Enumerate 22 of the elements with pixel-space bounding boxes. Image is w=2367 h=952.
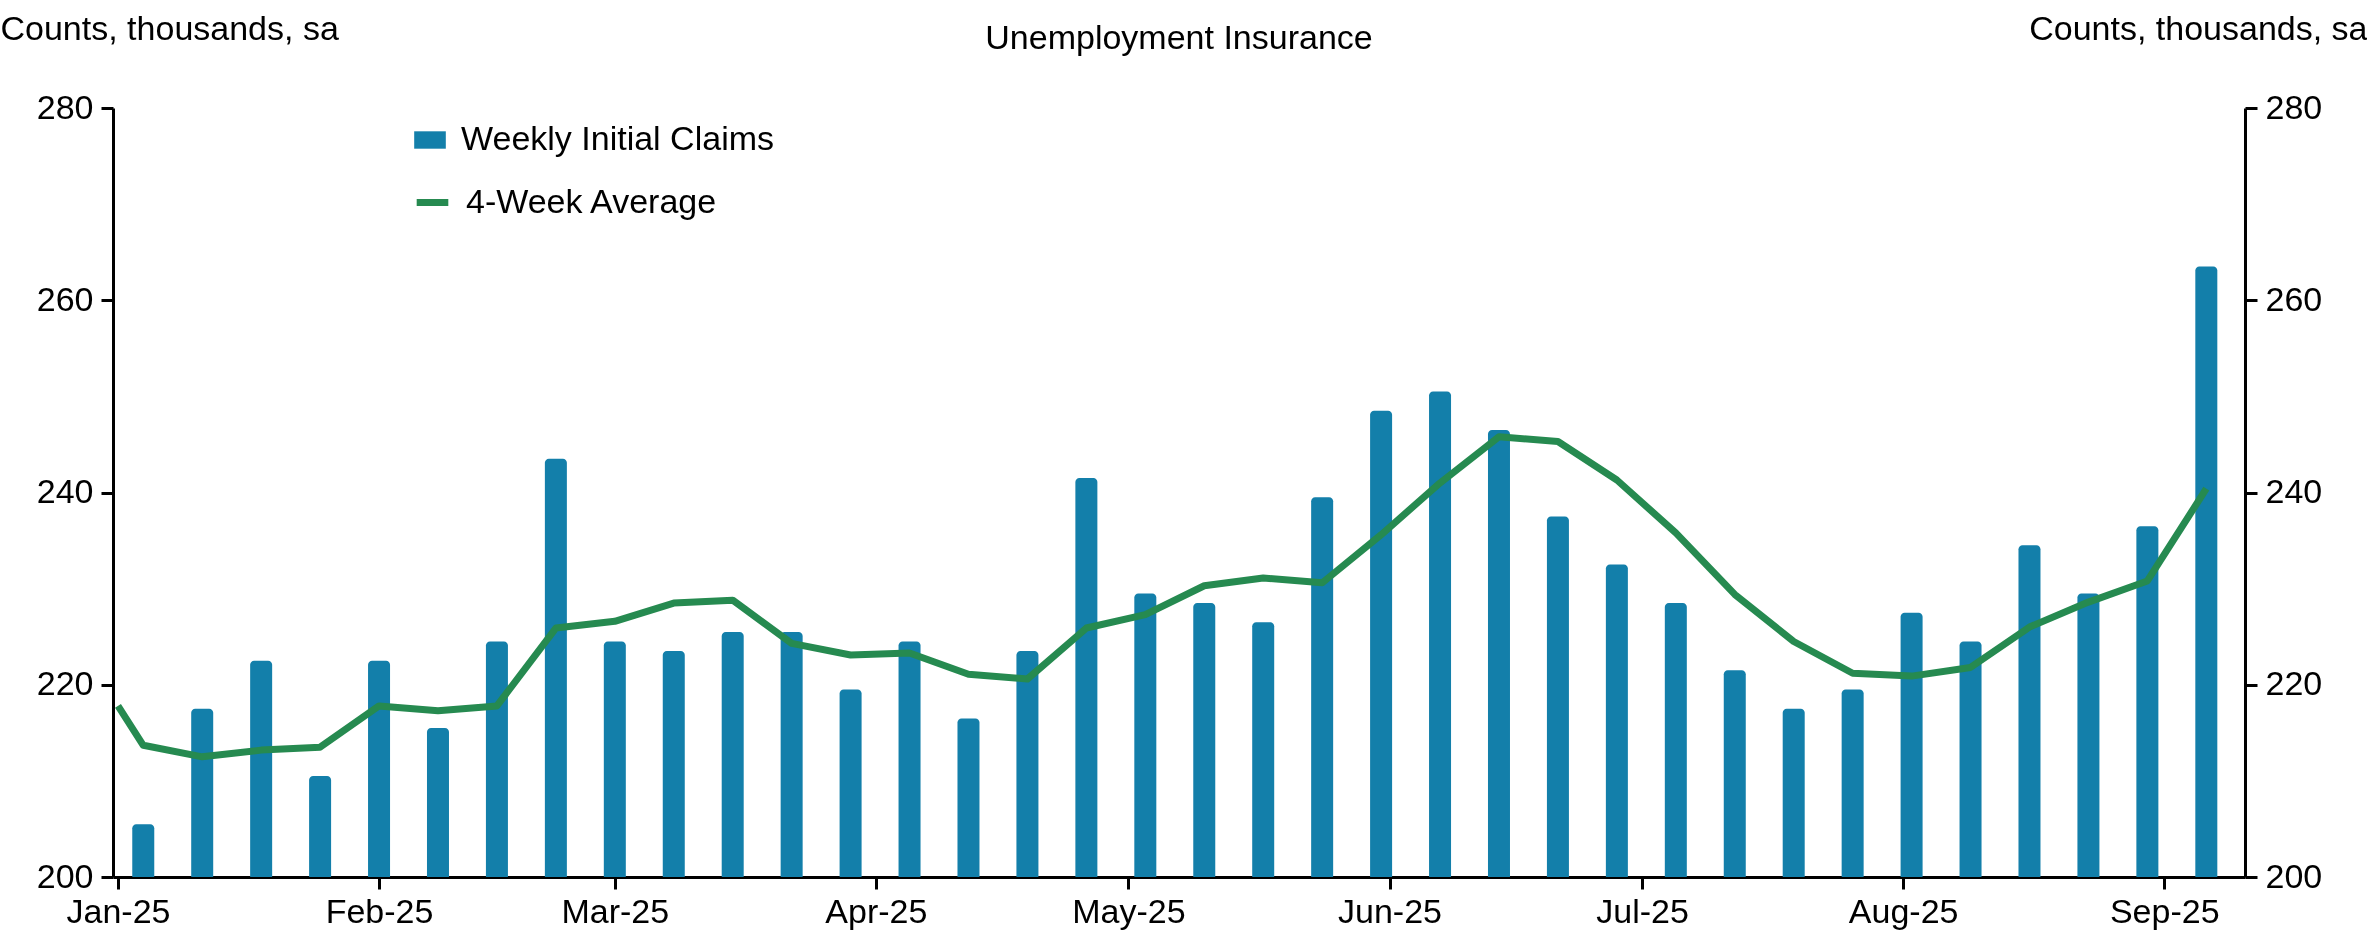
legend-label: 4-Week Average [466,181,717,220]
y2-tick-label: 260 [2265,279,2323,318]
x-tick-label: Jun-25 [1338,891,1442,930]
y2-tick-label: 200 [2265,856,2323,895]
y2-tick-label: 280 [2265,87,2323,126]
y-axis-title: Counts, thousands, sa [0,8,339,47]
x-tick-label: Sep-25 [2109,891,2220,930]
y2-tick-label: 240 [2265,472,2323,510]
x-tick-label: Aug-25 [1848,891,1959,930]
legend-label: Weekly Initial Claims [461,119,775,157]
y-tick-label: 220 [36,664,94,703]
y-tick-label: 240 [36,472,94,510]
y2-tick-label: 220 [2265,664,2323,703]
y-tick-label: 260 [36,279,94,318]
y-tick-label: 280 [36,87,94,126]
x-tick-label: Mar-25 [561,891,670,930]
x-tick-label: May-25 [1072,891,1186,930]
x-tick-label: Apr-25 [825,891,928,930]
x-tick-label: Feb-25 [325,891,434,930]
x-tick-label: Jul-25 [1596,891,1689,930]
y2-axis-title: Counts, thousands, sa [2029,8,2367,47]
chart-title: Unemployment Insurance [985,18,1373,56]
